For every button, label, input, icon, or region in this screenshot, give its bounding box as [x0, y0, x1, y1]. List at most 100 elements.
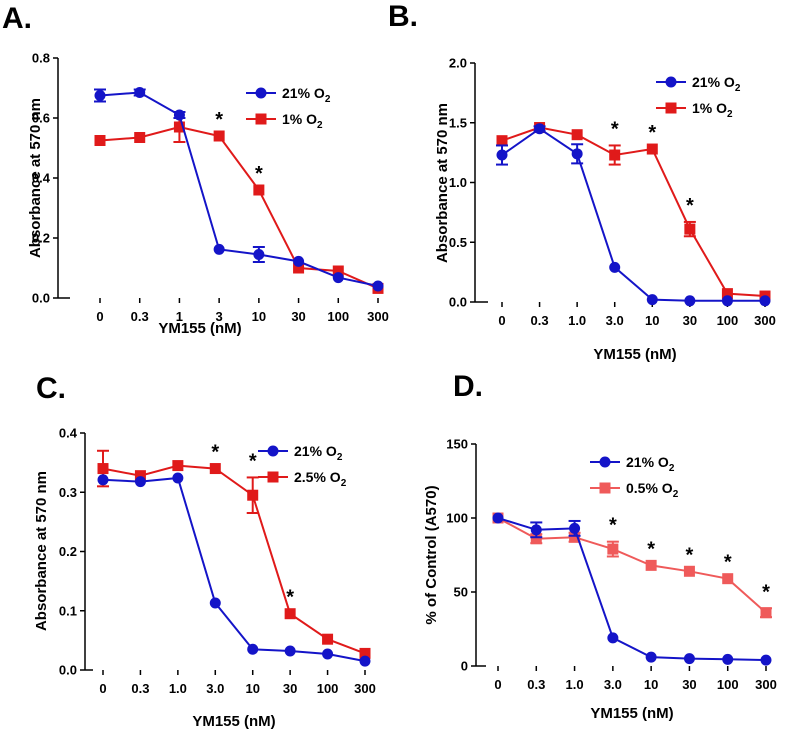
- x-tick-label: 10: [645, 313, 659, 328]
- y-tick-label: 0.0: [59, 663, 77, 678]
- significance-asterisk: *: [611, 118, 619, 140]
- y-tick-label: 0.2: [32, 231, 50, 246]
- data-point: [332, 265, 344, 277]
- chart-panel-2: B. 0.0 0.5 1.0 1.5 2.0 0 0.3 1.0 3.0 10 30 100 300 YM1…: [388, 0, 776, 363]
- significance-asterisk: *: [609, 515, 617, 537]
- x-tick-label: 30: [682, 677, 696, 692]
- series-line: [102, 464, 366, 655]
- legend-label: 21% O2: [692, 74, 741, 94]
- data-point: [684, 223, 696, 235]
- x-tick-label: 0.3: [531, 313, 549, 328]
- legend-entry: 0.5% O2: [590, 480, 679, 500]
- y-tick-label: 0.2: [59, 544, 77, 559]
- data-point: [571, 148, 583, 160]
- significance-asterisk: *: [647, 538, 655, 560]
- data-point: [569, 531, 581, 543]
- x-tick-label: 10: [644, 677, 658, 692]
- data-point: [209, 463, 221, 475]
- legend-label: 21% O2: [282, 85, 331, 105]
- x-axis-label: YM155 (nM): [590, 705, 673, 722]
- data-point: [332, 272, 344, 284]
- y-tick-label: 1.0: [449, 175, 467, 190]
- series-line: [501, 126, 766, 297]
- legend-entry: 21% O2: [246, 85, 331, 105]
- data-point: [172, 472, 184, 484]
- data-point: [645, 651, 657, 663]
- data-point: [372, 280, 384, 292]
- significance-asterisk: *: [215, 109, 223, 131]
- legend-entry: 2.5% O2: [258, 469, 347, 489]
- significance-asterisk: *: [211, 442, 219, 464]
- y-tick-label: 0.0: [449, 295, 467, 310]
- legend-entry: 21% O2: [590, 454, 675, 474]
- data-point: [760, 607, 772, 619]
- y-tick-label: 0.6: [32, 111, 50, 126]
- x-tick-label: 3: [216, 309, 223, 324]
- data-point: [607, 543, 619, 555]
- data-point: [609, 261, 621, 273]
- data-point: [97, 474, 109, 486]
- legend-label: 2.5% O2: [294, 469, 347, 489]
- data-point: [253, 249, 265, 260]
- legend-label: 1% O2: [282, 111, 323, 131]
- legend-label: 21% O2: [626, 454, 675, 474]
- x-tick-label: 100: [717, 677, 739, 692]
- x-tick-label: 0: [498, 313, 505, 328]
- x-tick-label: 300: [367, 309, 389, 324]
- x-axis-label: YM155 (nM): [593, 346, 676, 363]
- significance-asterisk: *: [648, 122, 656, 144]
- x-tick-label: 0: [96, 309, 103, 324]
- y-tick-label: 0.0: [32, 291, 50, 306]
- data-point: [134, 476, 146, 488]
- x-tick-label: 10: [245, 681, 259, 696]
- series-normoxia: [496, 123, 771, 307]
- x-tick-label: 300: [755, 677, 777, 692]
- y-tick-label: 0.4: [32, 171, 51, 186]
- x-tick-label: 3.0: [604, 677, 622, 692]
- y-tick-label: 1.5: [449, 115, 467, 130]
- significance-asterisk: *: [249, 450, 257, 472]
- data-point: [721, 288, 733, 300]
- data-point: [94, 90, 106, 101]
- series-hypoxia: [496, 122, 771, 302]
- y-tick-label: 150: [446, 437, 468, 452]
- series-line: [497, 517, 767, 662]
- data-point: [173, 121, 185, 133]
- data-point: [760, 654, 772, 666]
- chart-panel-1: A. 0.0 0.2 0.4 0.6 0.8 0 0.3 1 3 10 30 100 300 YM155 (…: [2, 2, 389, 337]
- series-normoxia: [97, 472, 371, 667]
- series-line: [99, 91, 379, 287]
- data-point: [534, 123, 546, 135]
- data-point: [173, 109, 185, 121]
- chart-panel-3: C. 0.0 0.1 0.2 0.3 0.4 0 0.3 1.0 3.0 10 30 100 300 YM1…: [33, 372, 376, 730]
- legend-label: 21% O2: [294, 443, 343, 463]
- data-point: [496, 135, 508, 147]
- y-tick-label: 0.1: [59, 603, 77, 618]
- x-tick-label: 0.3: [131, 681, 149, 696]
- legend-marker: [267, 445, 279, 457]
- significance-asterisk: *: [762, 581, 770, 603]
- series-line: [99, 125, 379, 290]
- data-point: [607, 632, 619, 644]
- data-point: [646, 294, 658, 306]
- data-point: [94, 135, 106, 146]
- panel-label: B.: [388, 0, 418, 33]
- y-tick-label: 0.3: [59, 485, 77, 500]
- x-tick-label: 30: [291, 309, 305, 324]
- data-point: [293, 262, 305, 274]
- data-point: [293, 255, 305, 267]
- panel-label: C.: [36, 372, 66, 405]
- data-point: [284, 645, 296, 657]
- y-axis-label: Absorbance at 570 nm: [434, 103, 451, 263]
- x-axis-label: YM155 (nM): [192, 713, 275, 730]
- legend-marker: [267, 471, 279, 483]
- x-tick-label: 1.0: [568, 313, 586, 328]
- y-tick-label: 0.8: [32, 51, 50, 66]
- x-tick-label: 3.0: [206, 681, 224, 696]
- series-line: [497, 517, 767, 614]
- data-point: [530, 524, 542, 536]
- legend-marker: [599, 482, 611, 494]
- x-tick-label: 10: [252, 309, 266, 324]
- series-hypoxia: [97, 449, 371, 659]
- y-axis-label: Absorbance at 570 nm: [27, 98, 44, 258]
